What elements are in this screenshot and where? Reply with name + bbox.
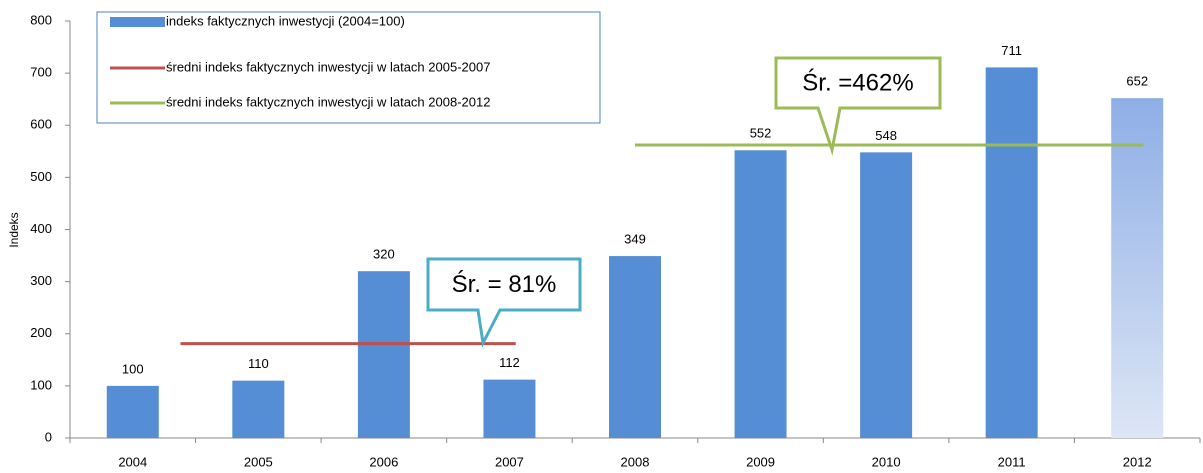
bar bbox=[734, 150, 787, 438]
bar bbox=[860, 152, 913, 439]
y-tick-label: 600 bbox=[30, 117, 52, 132]
x-tick-label: 2011 bbox=[998, 454, 1026, 469]
y-tick-label: 200 bbox=[30, 325, 52, 340]
bar bbox=[232, 380, 285, 438]
x-tick-label: 2008 bbox=[621, 454, 650, 469]
y-tick-label: 100 bbox=[30, 377, 52, 392]
y-tick-label: 500 bbox=[30, 169, 52, 184]
bar bbox=[985, 67, 1038, 439]
data-label: 112 bbox=[499, 355, 520, 370]
y-tick-label: 700 bbox=[30, 65, 52, 80]
data-label: 652 bbox=[1126, 74, 1148, 89]
x-tick-label: 2006 bbox=[369, 454, 398, 469]
bar bbox=[609, 256, 661, 438]
y-tick-label: 800 bbox=[30, 12, 52, 27]
legend-box bbox=[96, 11, 601, 124]
bar bbox=[357, 271, 410, 438]
data-label: 349 bbox=[624, 232, 646, 247]
data-label: 110 bbox=[248, 356, 269, 371]
legend-label: średni indeks faktycznych inwestycji w l… bbox=[166, 94, 490, 109]
data-label: 711 bbox=[1001, 43, 1022, 58]
x-tick-label: 2004 bbox=[118, 454, 147, 469]
bar bbox=[483, 379, 536, 438]
callout-text: Śr. =462% bbox=[802, 68, 913, 96]
callout-text: Śr. = 81% bbox=[452, 270, 557, 298]
x-tick-label: 2010 bbox=[872, 454, 901, 469]
x-tick-label: 2007 bbox=[495, 454, 524, 469]
bar bbox=[106, 385, 159, 438]
data-label: 320 bbox=[373, 247, 395, 262]
x-tick-label: 2012 bbox=[1123, 454, 1152, 469]
callout-box bbox=[426, 257, 582, 348]
y-tick-label: 400 bbox=[30, 221, 52, 236]
data-label: 100 bbox=[122, 361, 144, 376]
legend-swatch bbox=[110, 17, 165, 27]
y-tick-label: 0 bbox=[45, 429, 52, 444]
y-axis-label: Indeks bbox=[7, 212, 21, 247]
x-tick-label: 2005 bbox=[244, 454, 273, 469]
legend-label: średni indeks faktycznych inwestycji w l… bbox=[166, 59, 490, 74]
bar bbox=[1111, 98, 1164, 439]
data-label: 548 bbox=[875, 128, 897, 143]
data-label: 552 bbox=[750, 126, 772, 141]
y-tick-label: 300 bbox=[30, 273, 52, 288]
callout-box bbox=[774, 56, 942, 156]
legend-label: indeks faktycznych inwestycji (2004=100) bbox=[166, 13, 405, 28]
x-tick-label: 2009 bbox=[746, 454, 775, 469]
